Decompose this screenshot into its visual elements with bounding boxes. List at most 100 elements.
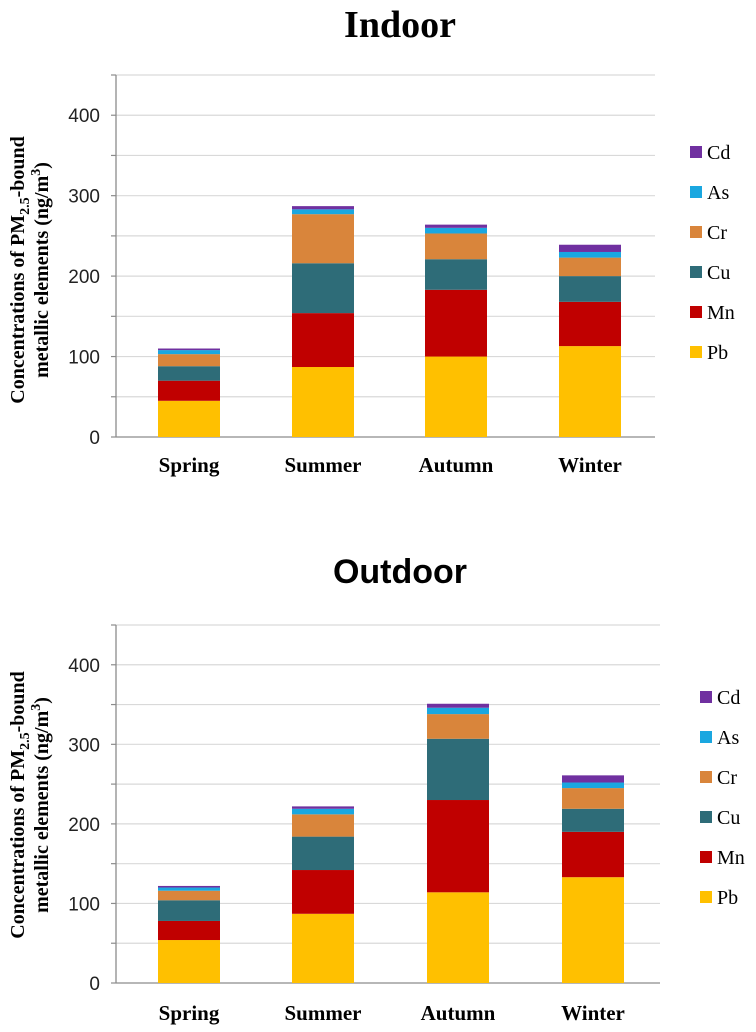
bar-segment-cd-autumn [425,224,487,228]
y-tick-label: 100 [68,348,100,369]
y-tick-label: 300 [68,187,100,208]
legend-label: As [707,182,729,204]
legend-swatch-cu [700,811,712,823]
y-tick-label: 200 [68,815,100,836]
x-tick-label: Winter [558,453,622,477]
bar-segment-cd-spring [158,885,220,888]
bar-segment-cr-spring [158,890,220,901]
x-tick-label: Autumn [421,1001,496,1025]
bar-segment-mn-autumn [425,289,487,357]
bar-segment-pb-summer [292,367,354,437]
y-tick-label: 0 [89,428,100,449]
bar-segment-cr-autumn [427,714,489,739]
chart-title: Outdoor [333,553,467,591]
legend-label: Mn [717,847,745,869]
bar-segment-pb-summer [292,913,354,983]
chart-indoor: Indoor 0 100 200 300 400 Spring Summer Autumn Win… [7,4,735,477]
legend-swatch-cd [700,691,712,703]
bar-segment-mn-spring [158,380,220,401]
bar-segment-as-spring [158,887,220,891]
bar-segment-as-autumn [425,227,487,234]
bar-segment-cr-winter [562,788,624,809]
legend-swatch-cr [690,226,702,238]
bar-segment-as-summer [292,808,354,815]
legend-label: Cr [717,767,737,789]
bar-segment-mn-summer [292,870,354,914]
bar-segment-pb-spring [158,400,220,437]
legend-swatch-pb [690,346,702,358]
chart-title: Indoor [344,4,456,46]
bar-segment-mn-autumn [427,800,489,893]
bar-segment-as-autumn [427,707,489,715]
bar-segment-mn-winter [559,301,621,347]
y-axis-label-line2: metallic elements (ng/m3) [29,697,53,913]
legend-swatch-cr [700,771,712,783]
legend-swatch-cu [690,266,702,278]
legend-swatch-pb [700,891,712,903]
bar-segment-cd-summer [292,206,354,210]
bar-segment-cu-autumn [425,259,487,290]
bar-segment-cr-spring [158,354,220,367]
bar-segment-mn-summer [292,313,354,368]
bar-segment-as-winter [559,251,621,258]
y-axis-label-line2: metallic elements (ng/m3) [29,162,53,378]
bar-segment-cu-winter [562,808,624,832]
bar-segment-cu-spring [158,366,220,381]
y-tick-label: 300 [68,735,100,756]
bar-segment-cr-summer [292,214,354,264]
bar-segment-cd-autumn [427,703,489,708]
x-tick-label: Spring [159,1001,220,1025]
legend-swatch-mn [700,851,712,863]
y-axis-label-line1: Concentrations of PM2.5-bound [7,671,33,939]
legend-swatch-as [700,731,712,743]
bar-segment-cr-autumn [425,233,487,260]
bar-segment-mn-spring [158,920,220,941]
bar-segment-cu-spring [158,900,220,921]
bar-segment-as-summer [292,209,354,215]
legend-label: Cu [717,807,740,829]
legend-label: Mn [707,302,735,324]
y-tick-label: 200 [68,267,100,288]
legend-label: Cd [707,142,730,164]
legend-swatch-cd [690,146,702,158]
legend-label: Pb [707,342,728,364]
bar-segment-pb-autumn [425,356,487,437]
y-tick-label: 400 [68,106,100,127]
y-tick-label: 0 [89,974,100,995]
bar-segment-cd-winter [562,775,624,783]
legend-swatch-mn [690,306,702,318]
bar-segment-cu-summer [292,836,354,871]
bar-segment-cr-summer [292,814,354,837]
bar-segment-cu-summer [292,263,354,314]
bar-segment-cu-autumn [427,738,489,801]
bar-segment-mn-winter [562,831,624,878]
legend-label: As [717,727,739,749]
legend-label: Cu [707,262,730,284]
bar-segment-as-spring [158,350,220,355]
x-tick-label: Spring [159,453,220,477]
y-tick-label: 100 [68,894,100,915]
chart-outdoor: Outdoor 0 100 200 300 400 Spring Summer Autumn Wi… [7,553,745,1025]
legend-swatch-as [690,186,702,198]
bar-segment-pb-autumn [427,892,489,983]
x-tick-label: Winter [561,1001,625,1025]
legend-label: Cd [717,687,740,709]
bar-segment-cd-summer [292,806,354,809]
y-tick-label: 400 [68,656,100,677]
bar-segment-pb-spring [158,940,220,983]
legend-label: Pb [717,887,738,909]
bar-segment-as-winter [562,782,624,789]
bar-segment-cd-winter [559,244,621,252]
bar-segment-pb-winter [559,346,621,437]
bar-segment-cr-winter [559,257,621,277]
x-tick-label: Summer [285,1001,362,1025]
bar-segment-pb-winter [562,877,624,983]
y-axis-label-line1: Concentrations of PM2.5-bound [7,136,33,404]
legend-label: Cr [707,222,727,244]
bar-segment-cd-spring [158,348,220,351]
x-tick-label: Autumn [419,453,494,477]
bar-segment-cu-winter [559,276,621,302]
